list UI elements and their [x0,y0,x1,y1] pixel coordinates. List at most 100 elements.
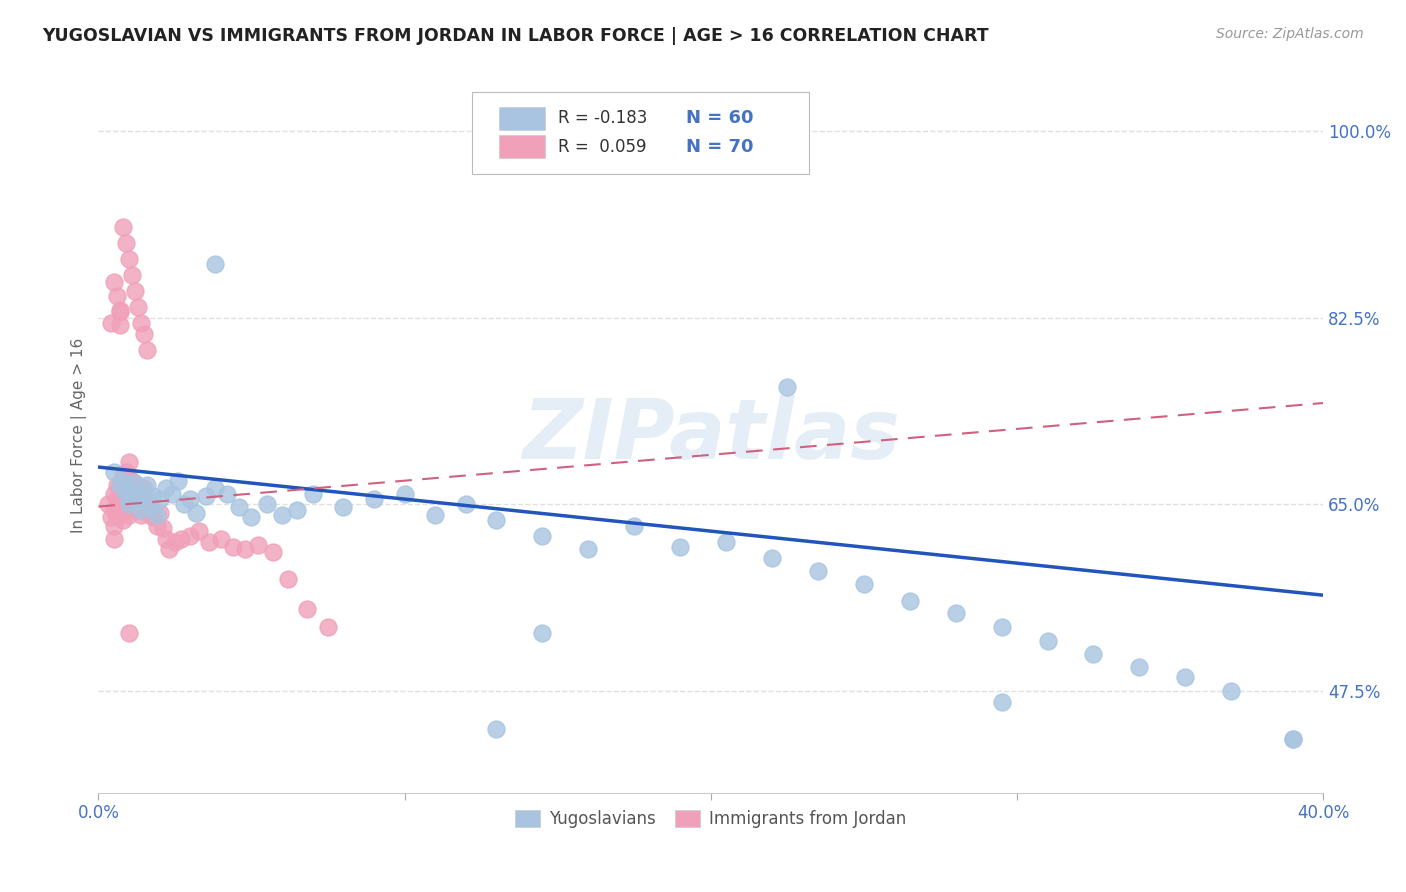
Point [115,482,138,496]
Point [145,508,167,522]
Point [105,289,128,303]
Point [163,534,186,549]
Point [233,542,256,557]
Point [160,487,183,501]
Point [121,489,143,503]
Point [852,577,875,591]
Point [103,502,125,516]
Point [142,510,165,524]
Point [295,602,318,616]
Point [152,521,174,535]
Point [108,508,131,522]
Point [945,607,967,621]
Point [124,484,146,499]
Point [990,620,1012,634]
Text: ZIPatlas: ZIPatlas [522,394,900,475]
Point [118,625,141,640]
Point [271,508,294,522]
FancyBboxPatch shape [472,92,808,174]
Point [103,276,125,290]
Point [262,545,284,559]
Legend: Yugoslavians, Immigrants from Jordan: Yugoslavians, Immigrants from Jordan [509,803,912,834]
Point [222,540,245,554]
Point [287,502,309,516]
Point [1281,732,1303,747]
Point [118,508,141,522]
Point [139,508,162,522]
Point [111,513,134,527]
Point [215,487,238,501]
Point [118,455,141,469]
Point [149,492,172,507]
Point [228,500,250,514]
Bar [499,107,546,129]
Point [100,316,122,330]
Y-axis label: In Labor Force | Age > 16: In Labor Force | Age > 16 [72,337,87,533]
Point [155,532,177,546]
Point [127,300,149,314]
Point [576,542,599,557]
Point [108,478,131,492]
Point [209,532,232,546]
Text: YUGOSLAVIAN VS IMMIGRANTS FROM JORDAN IN LABOR FORCE | AGE > 16 CORRELATION CHAR: YUGOSLAVIAN VS IMMIGRANTS FROM JORDAN IN… [42,27,988,45]
Point [194,489,217,503]
Point [149,506,172,520]
Point [1174,670,1197,684]
Point [134,482,156,496]
Point [118,489,141,503]
Point [1036,634,1059,648]
Point [121,474,143,488]
Point [115,487,138,501]
Point [127,502,149,516]
Point [111,498,134,512]
Point [139,500,162,514]
Point [1128,659,1150,673]
Point [204,482,226,496]
Point [531,625,554,640]
Point [127,492,149,507]
Point [714,534,737,549]
Point [990,695,1012,709]
Point [173,498,195,512]
Point [145,518,167,533]
Point [316,620,339,634]
Point [1281,732,1303,747]
Point [332,500,354,514]
Point [136,343,159,357]
Point [142,489,165,503]
Point [136,478,159,492]
Point [301,487,323,501]
Point [105,492,128,507]
Point [96,498,118,512]
Text: R =  0.059: R = 0.059 [558,138,647,156]
Point [179,529,201,543]
Text: Source: ZipAtlas.com: Source: ZipAtlas.com [1216,27,1364,41]
Point [115,466,138,480]
Point [134,487,156,501]
Point [121,489,143,503]
Point [103,518,125,533]
Point [111,474,134,488]
Text: N = 60: N = 60 [686,109,754,128]
Bar [499,136,546,158]
Point [100,510,122,524]
Point [394,487,416,501]
Point [134,498,156,512]
Point [103,487,125,501]
Point [108,305,131,319]
Point [807,564,830,578]
Point [256,498,278,512]
Text: R = -0.183: R = -0.183 [558,109,647,128]
Point [188,524,211,538]
Point [129,316,152,330]
Point [118,252,141,266]
Point [118,498,141,512]
Point [118,471,141,485]
Point [277,572,299,586]
Point [111,467,134,482]
Point [485,722,508,736]
Point [246,538,269,552]
Point [454,498,477,512]
Point [115,235,138,250]
Point [115,500,138,514]
